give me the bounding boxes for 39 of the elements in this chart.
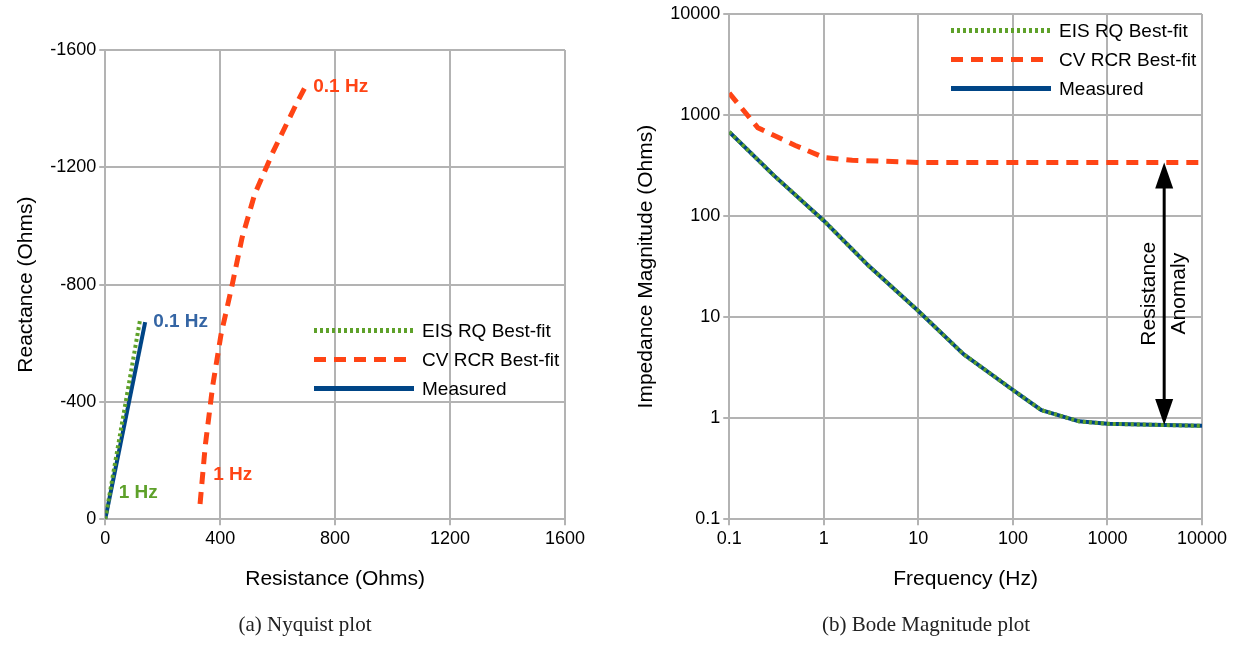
x-tick-label: 1000 (1087, 527, 1128, 548)
y-tick-label: 0.1 (695, 508, 721, 529)
y-tick-label: 0 (86, 508, 97, 529)
y-tick-label: -400 (60, 390, 97, 411)
legend-label: EIS RQ Best-fit (1059, 19, 1188, 43)
y-tick-label: 1 (710, 407, 721, 428)
legend-label: CV RCR Best-fit (1059, 48, 1197, 72)
y-tick-label: 100 (690, 205, 721, 226)
y-tick-label: 1000 (680, 104, 721, 125)
x-tick-label: 0.1 (716, 527, 742, 548)
legend-label: EIS RQ Best-fit (422, 319, 551, 344)
annotation: 0.1 Hz (153, 310, 209, 332)
annotation: 1 Hz (213, 463, 253, 485)
text: (a) Nyquist plot (237, 612, 373, 637)
y-tick-label: 10 (700, 306, 721, 327)
annotation: 0.1 Hz (313, 75, 369, 97)
x-tick-label: 10000 (1176, 527, 1228, 548)
y-tick-label: -800 (60, 273, 97, 294)
legend-label: Measured (422, 377, 507, 402)
annotation: Resistance Anomaly (1135, 241, 1189, 346)
x-tick-label: 0 (100, 527, 111, 548)
y-axis-title: Reactance (Ohms) (13, 196, 37, 373)
x-tick-label: 800 (320, 527, 351, 548)
legend-label: Measured (1059, 77, 1144, 101)
y-tick-label: -1200 (50, 156, 97, 177)
x-tick-label: 1200 (430, 527, 471, 548)
y-tick-label: -1600 (50, 38, 97, 59)
x-axis-title: Frequency (Hz) (893, 566, 1038, 590)
y-tick-label: 10000 (670, 2, 721, 23)
x-tick-label: 400 (205, 527, 236, 548)
annotation: 1 Hz (118, 481, 158, 503)
y-axis-title: Impedance Magnitude (Ohms) (633, 124, 657, 409)
x-tick-label: 1600 (544, 527, 586, 548)
legend-label: CV RCR Best-fit (422, 348, 560, 373)
x-axis-title: Resistance (Ohms) (245, 566, 425, 590)
x-tick-label: 1 (818, 527, 829, 548)
text: (b) Bode Magnitude plot (820, 612, 1032, 637)
x-tick-label: 100 (997, 527, 1028, 548)
x-tick-label: 10 (908, 527, 929, 548)
